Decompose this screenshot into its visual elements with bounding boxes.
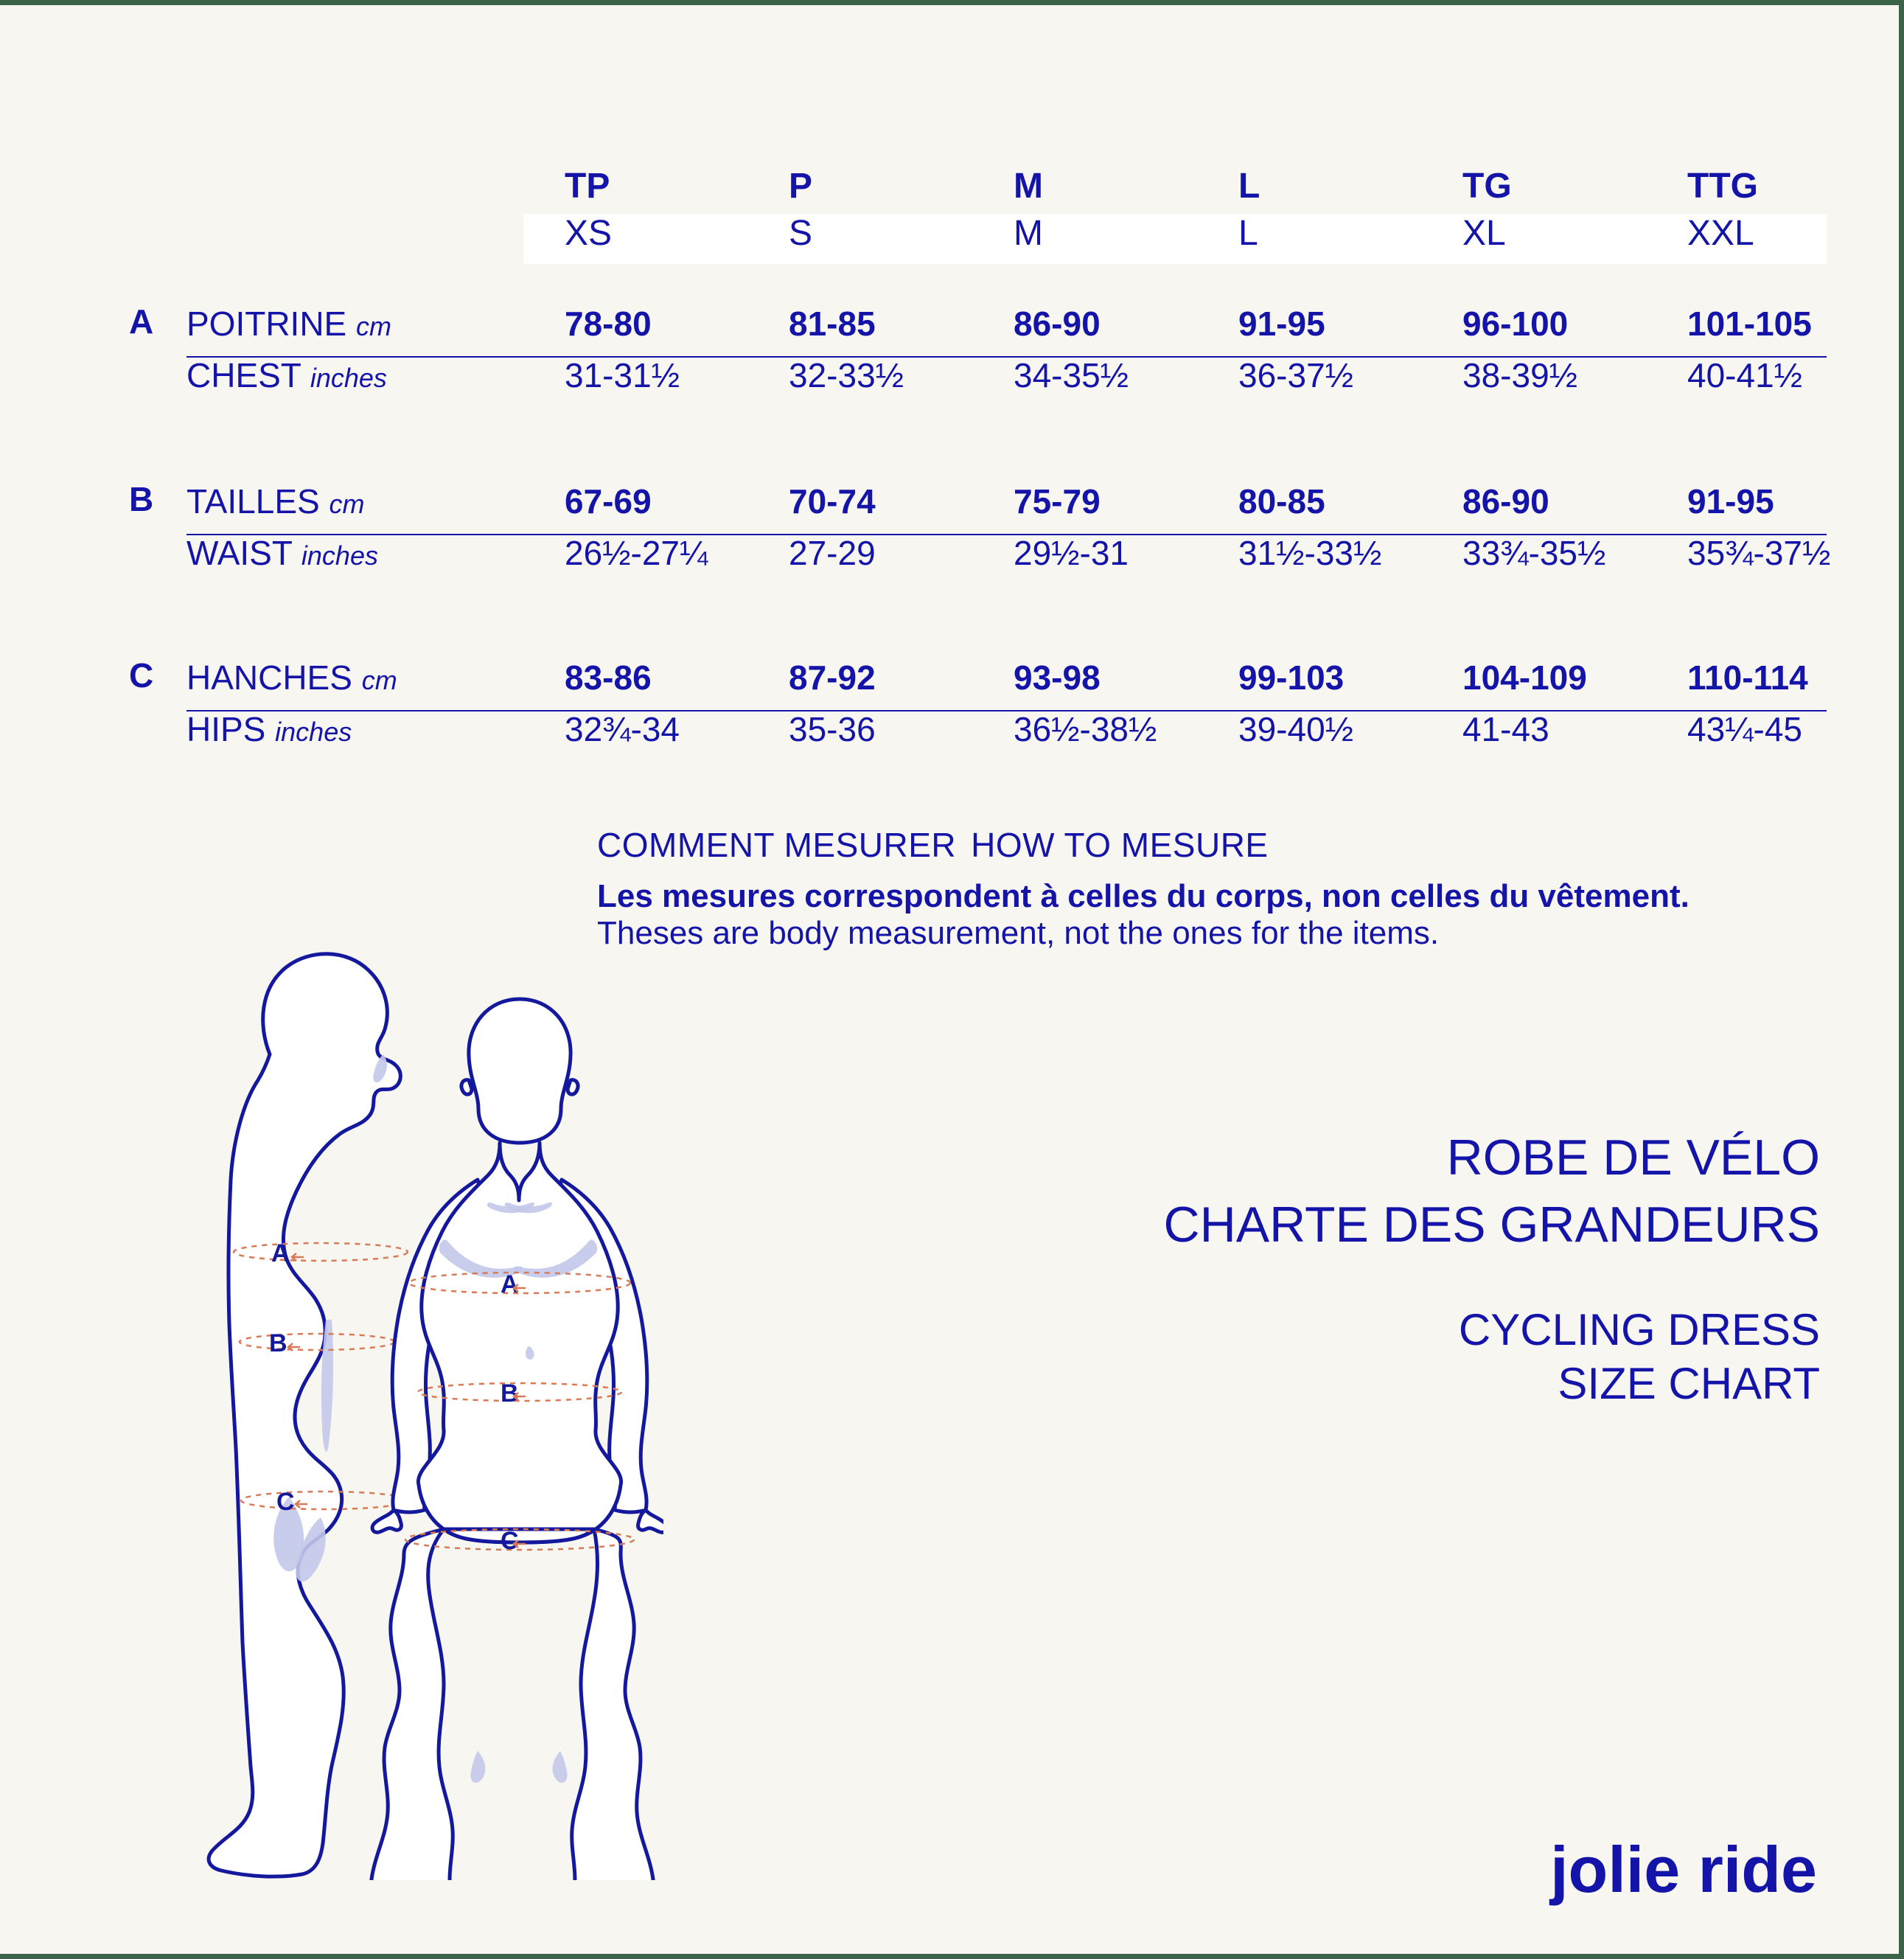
svg-text:B: B <box>269 1329 287 1357</box>
svg-text:A: A <box>271 1239 290 1267</box>
svg-text:A: A <box>501 1270 519 1298</box>
svg-text:C: C <box>276 1488 295 1516</box>
